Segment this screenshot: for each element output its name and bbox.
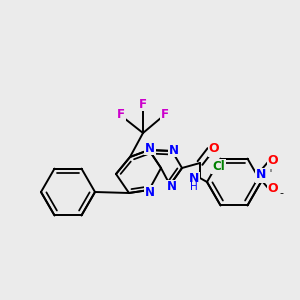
Text: O: O (268, 154, 278, 167)
Text: N: N (145, 185, 155, 199)
Text: +: + (266, 164, 274, 174)
Text: N: N (256, 169, 266, 182)
Text: N: N (167, 181, 177, 194)
Text: N: N (145, 142, 155, 154)
Text: F: F (117, 109, 125, 122)
Text: F: F (139, 98, 147, 110)
Text: -: - (279, 188, 283, 198)
Text: H: H (190, 182, 198, 192)
Text: N: N (169, 143, 179, 157)
Text: Cl: Cl (212, 160, 225, 173)
Text: O: O (268, 182, 278, 196)
Text: O: O (209, 142, 219, 155)
Text: N: N (189, 172, 199, 185)
Text: F: F (161, 107, 169, 121)
